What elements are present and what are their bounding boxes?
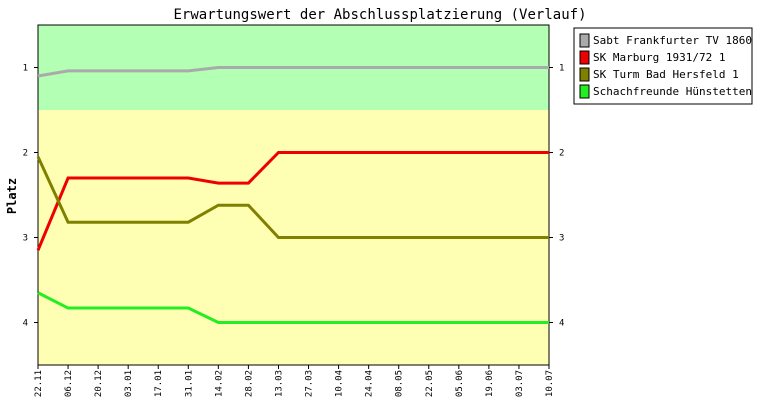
series-line-1 — [37, 66, 549, 78]
x-tick-label-13: 08.05 — [395, 370, 405, 397]
y-tick-label-right-4: 4 — [559, 319, 564, 329]
x-tick-label-7: 14.02 — [214, 370, 224, 397]
y-tick-label-left-3: 3 — [23, 234, 28, 244]
legend-label-1: Sabt Frankfurter TV 1860 1 — [593, 34, 760, 47]
y-tick-label-right-1: 1 — [559, 64, 564, 74]
x-tick-label-15: 05.06 — [455, 370, 465, 397]
x-tick-label-6: 31.01 — [184, 370, 194, 397]
y-tick-label-left-4: 4 — [23, 319, 28, 329]
x-tick-label-2: 06.12 — [64, 370, 74, 397]
y-tick-label-left-1: 1 — [23, 64, 28, 74]
series-line-3 — [36, 156, 549, 239]
x-tick-label-3: 20.12 — [94, 370, 104, 397]
x-tick-label-4: 03.01 — [124, 370, 134, 397]
x-tick-label-11: 10.04 — [335, 370, 345, 397]
legend-label-4: Schachfreunde Hünstetten 1 — [593, 85, 760, 98]
axis-ticks: 1 1 2 2 3 3 4 4 22.11 06.12 20.12 03.01 17.01 31.01 14… — [23, 64, 565, 398]
x-tick-label-10: 27.03 — [305, 370, 315, 397]
x-tick-label-16: 19.06 — [485, 370, 495, 397]
chart-title: Erwartungswert der Abschlussplatzierung … — [173, 7, 586, 23]
x-tick-label-1: 22.11 — [34, 370, 44, 397]
y-axis-label: Platz — [5, 178, 19, 214]
plot-frame — [37, 24, 550, 366]
series-line-4 — [37, 291, 549, 324]
legend-swatch-3 — [579, 67, 590, 82]
x-tick-label-18: 10.07 — [545, 370, 555, 397]
y-tick-label-right-2: 2 — [559, 149, 564, 159]
x-tick-label-14: 22.05 — [425, 370, 435, 397]
x-tick-label-8: 28.02 — [244, 370, 254, 397]
x-tick-label-12: 24.04 — [365, 370, 375, 397]
legend-box — [573, 27, 753, 105]
legend-label-3: SK Turm Bad Hersfeld 1 — [593, 68, 739, 81]
x-tick-label-5: 17.01 — [154, 370, 164, 397]
x-tick-label-17: 03.07 — [515, 370, 525, 397]
series-lines — [36, 66, 549, 324]
legend-swatch-2 — [579, 50, 590, 65]
legend-label-2: SK Marburg 1931/72 1 — [593, 51, 725, 64]
background-bands — [38, 25, 549, 365]
x-tick-label-9: 13.03 — [274, 370, 284, 397]
y-tick-label-right-3: 3 — [559, 234, 564, 244]
legend-swatch-4 — [579, 84, 590, 99]
series-line-2 — [36, 151, 549, 251]
y-tick-label-left-2: 2 — [23, 149, 28, 159]
legend-swatch-1 — [579, 33, 590, 48]
legend: Sabt Frankfurter TV 1860 1 SK Marburg 193… — [573, 27, 760, 105]
